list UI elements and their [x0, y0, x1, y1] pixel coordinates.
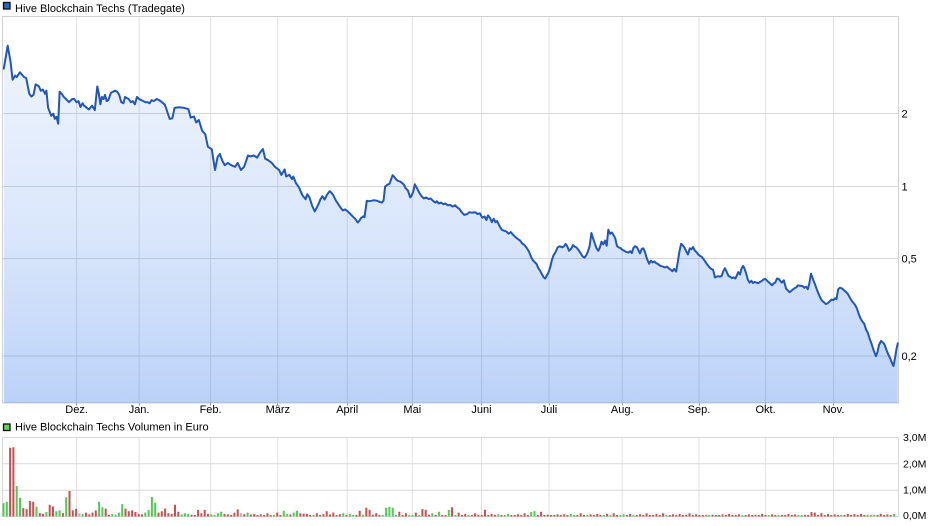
svg-text:Mai: Mai: [403, 404, 421, 416]
svg-text:Juni: Juni: [471, 404, 491, 416]
svg-text:Hive Blockchain Techs (Tradega: Hive Blockchain Techs (Tradegate): [15, 3, 185, 15]
svg-text:Nov.: Nov.: [823, 404, 845, 416]
svg-text:Aug.: Aug.: [611, 404, 634, 416]
svg-text:3,0M: 3,0M: [903, 432, 926, 444]
svg-text:0,2: 0,2: [902, 351, 917, 363]
svg-text:2: 2: [902, 109, 908, 121]
svg-text:Feb.: Feb.: [200, 404, 222, 416]
svg-text:Sep.: Sep.: [688, 404, 711, 416]
svg-text:0,5: 0,5: [902, 254, 917, 266]
svg-text:Dez.: Dez.: [65, 404, 88, 416]
svg-text:März: März: [266, 404, 290, 416]
svg-text:Juli: Juli: [541, 404, 558, 416]
svg-text:April: April: [336, 404, 358, 416]
svg-text:1: 1: [902, 182, 908, 194]
svg-text:Okt.: Okt.: [756, 404, 776, 416]
svg-text:Jan.: Jan.: [129, 404, 150, 416]
svg-text:Hive Blockchain Techs Volumen: Hive Blockchain Techs Volumen in Euro: [15, 422, 209, 434]
svg-text:0,0M: 0,0M: [903, 510, 926, 522]
svg-text:2,0M: 2,0M: [903, 459, 926, 471]
svg-text:1,0M: 1,0M: [903, 485, 926, 497]
